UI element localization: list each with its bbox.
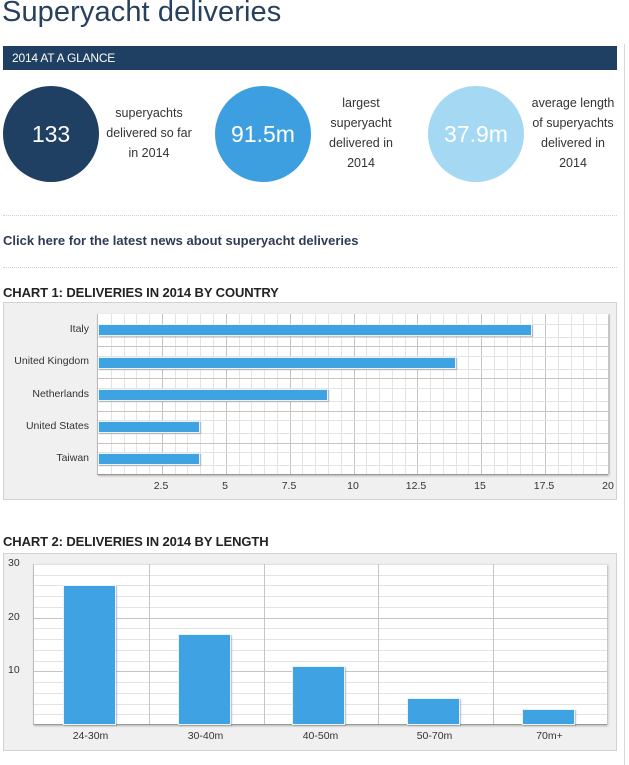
latest-news-link[interactable]: Click here for the latest news about sup… xyxy=(3,233,359,248)
category-label: Italy xyxy=(69,323,89,335)
gridline xyxy=(98,452,608,453)
gridline xyxy=(34,618,607,619)
stat-caption-deliveries: superyachts delivered so far in 2014 xyxy=(106,106,192,160)
stat-circle-deliveries: 133 xyxy=(3,86,99,182)
gridline xyxy=(417,314,418,474)
gridline xyxy=(596,314,597,474)
stat-caption-largest: largest superyacht delivered in 2014 xyxy=(329,96,393,170)
gridline xyxy=(34,639,607,640)
gridline xyxy=(34,607,607,608)
gridline xyxy=(545,314,546,474)
x-category-label: 24-30m xyxy=(72,730,109,742)
stat-circle-largest: 91.5m xyxy=(215,86,311,182)
gridline xyxy=(341,314,342,474)
gridline xyxy=(507,314,508,474)
gridline xyxy=(98,411,608,412)
gridline xyxy=(366,314,367,474)
gridline xyxy=(430,314,431,474)
gridline xyxy=(378,564,379,724)
bar-italy xyxy=(98,324,532,336)
bar-50-70m xyxy=(407,698,460,725)
bar-united-kingdom xyxy=(98,357,456,369)
gridline xyxy=(571,314,572,474)
category-label: United Kingdom xyxy=(14,355,89,367)
x-category-label: 70m+ xyxy=(536,730,563,742)
bar-netherlands xyxy=(98,389,328,401)
gridline xyxy=(34,650,607,651)
gridline xyxy=(98,346,608,347)
gridline xyxy=(34,575,607,576)
gridline xyxy=(558,314,559,474)
x-category-label: 40-50m xyxy=(302,730,339,742)
category-label: United States xyxy=(25,420,89,432)
x-tick-label: 2.5 xyxy=(153,480,169,492)
y-tick-label: 30 xyxy=(8,557,20,569)
gridline xyxy=(532,314,533,474)
gridline xyxy=(405,314,406,474)
bar-70m- xyxy=(522,709,575,725)
gridline xyxy=(494,314,495,474)
gridline xyxy=(379,314,380,474)
chart1-plot-area xyxy=(97,314,610,476)
gridline xyxy=(98,443,608,444)
gridline xyxy=(98,475,608,476)
gridline xyxy=(149,564,150,724)
x-tick-label: 10 xyxy=(347,480,359,492)
divider xyxy=(3,215,617,216)
gridline xyxy=(443,314,444,474)
y-tick-label: 20 xyxy=(8,611,20,623)
gridline xyxy=(98,378,608,379)
x-tick-label: 20 xyxy=(602,480,614,492)
gridline xyxy=(98,401,608,402)
x-tick-label: 5 xyxy=(222,480,228,492)
x-category-label: 50-70m xyxy=(416,730,453,742)
chart2-title: CHART 2: DELIVERIES IN 2014 BY LENGTH xyxy=(3,534,269,549)
gridline xyxy=(34,585,607,586)
x-tick-label: 12.5 xyxy=(405,480,427,492)
gridline xyxy=(481,314,482,474)
divider xyxy=(3,267,617,268)
x-tick-label: 15 xyxy=(474,480,486,492)
stat-circle-average: 37.9m xyxy=(428,86,524,182)
gridline xyxy=(98,420,608,421)
chart2-plot-area xyxy=(33,564,607,725)
gridline xyxy=(98,433,608,434)
bar-30-40m xyxy=(178,634,231,725)
gridline xyxy=(392,314,393,474)
x-category-label: 30-40m xyxy=(187,730,224,742)
gridline xyxy=(264,564,265,724)
bar-taiwan xyxy=(98,453,200,465)
gridline xyxy=(493,564,494,724)
gridline xyxy=(354,314,355,474)
x-tick-label: 17.5 xyxy=(533,480,555,492)
bar-24-30m xyxy=(63,585,116,725)
gridline xyxy=(98,356,608,357)
glance-header: 2014 AT A GLANCE xyxy=(3,46,617,70)
gridline xyxy=(609,314,610,474)
gridline xyxy=(98,337,608,338)
bar-40-50m xyxy=(292,666,345,725)
category-label: Taiwan xyxy=(56,452,89,464)
page-title: Superyacht deliveries xyxy=(2,0,282,28)
gridline xyxy=(98,465,608,466)
chart1-title: CHART 1: DELIVERIES IN 2014 BY COUNTRY xyxy=(3,285,279,300)
gridline xyxy=(456,314,457,474)
gridline xyxy=(34,661,607,662)
gridline xyxy=(34,628,607,629)
gridline xyxy=(468,314,469,474)
stat-caption-average: average length of superyachts delivered … xyxy=(531,96,615,170)
gridline xyxy=(98,388,608,389)
gridline xyxy=(583,314,584,474)
gridline xyxy=(520,314,521,474)
gridline xyxy=(34,596,607,597)
bar-united-states xyxy=(98,421,200,433)
gridline xyxy=(328,314,329,474)
category-label: Netherlands xyxy=(32,388,89,400)
y-tick-label: 10 xyxy=(8,664,20,676)
x-tick-label: 7.5 xyxy=(281,480,297,492)
gridline xyxy=(98,369,608,370)
page-right-border xyxy=(624,44,625,765)
gridline xyxy=(34,564,607,565)
